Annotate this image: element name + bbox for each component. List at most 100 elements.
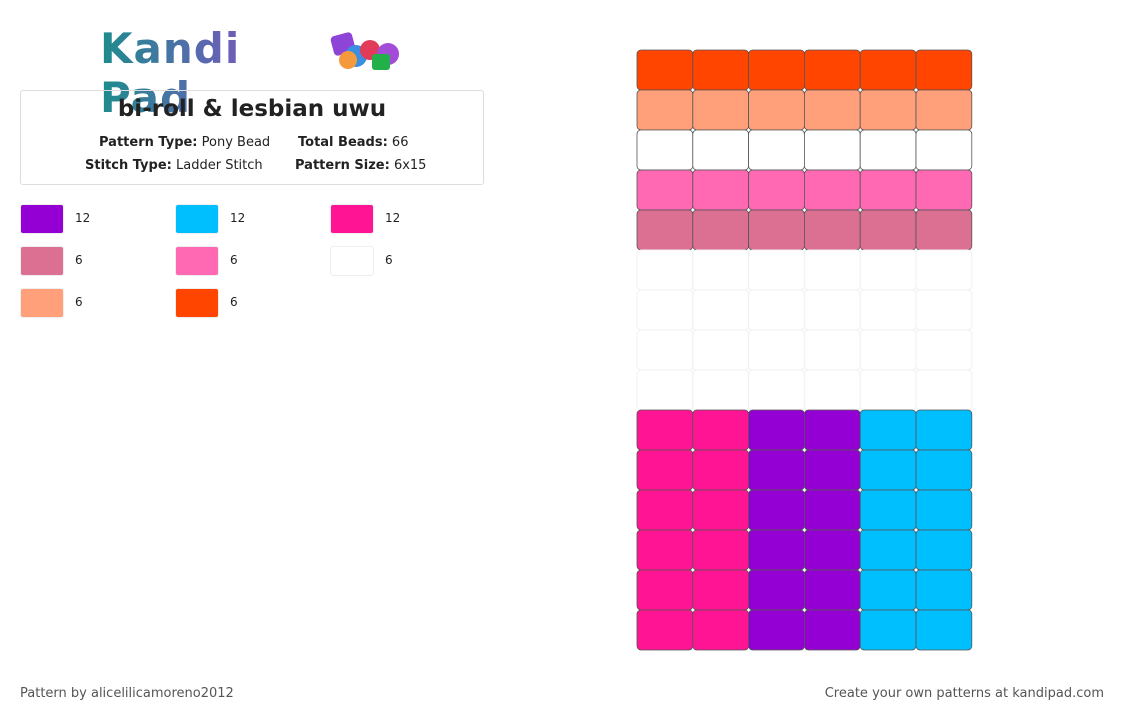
empty-cell <box>803 289 861 331</box>
info-box <box>20 90 484 185</box>
empty-cell <box>915 289 973 331</box>
bead <box>748 209 805 251</box>
bead <box>748 409 805 451</box>
bead-count: 12 <box>75 211 91 225</box>
bead <box>859 529 917 571</box>
bead <box>692 169 749 211</box>
bead <box>859 209 917 251</box>
info-value: 66 <box>391 135 409 150</box>
bead <box>915 89 973 131</box>
info-item: Total Beads: 66 <box>298 135 408 150</box>
bead <box>803 89 861 131</box>
bead <box>748 609 805 651</box>
bead <box>692 489 749 531</box>
empty-cell <box>692 369 750 411</box>
empty-cell <box>803 249 861 291</box>
empty-cell <box>859 329 917 371</box>
bead <box>859 49 917 91</box>
bead <box>915 209 973 251</box>
empty-cell <box>748 289 805 331</box>
bead <box>915 449 973 491</box>
color-swatch <box>20 246 64 276</box>
info-item: Stitch Type: Ladder Stitch <box>85 158 263 173</box>
bead <box>692 609 749 651</box>
bead <box>803 409 861 451</box>
bead <box>803 529 861 571</box>
empty-cell <box>859 289 917 331</box>
bead <box>748 89 805 131</box>
bead <box>859 89 917 131</box>
empty-cell <box>636 289 694 331</box>
color-swatch <box>20 288 64 318</box>
bead-count: 6 <box>75 253 83 267</box>
bead <box>915 409 973 451</box>
bead <box>692 129 749 171</box>
bead <box>692 529 749 571</box>
empty-cell <box>859 369 917 411</box>
bead <box>803 129 861 171</box>
bead <box>748 49 805 91</box>
empty-cell <box>803 369 861 411</box>
info-value: Pony Bead <box>201 135 271 150</box>
info-key: Pattern Type: <box>99 135 198 150</box>
bead <box>859 129 917 171</box>
bead <box>803 609 861 651</box>
bead <box>692 89 749 131</box>
logo: Kandi Pad <box>100 24 320 122</box>
bead <box>748 449 805 491</box>
empty-cell <box>859 249 917 291</box>
empty-cell <box>692 289 750 331</box>
footer-link: Create your own patterns at kandipad.com <box>824 686 1104 701</box>
bead <box>692 569 749 611</box>
empty-cell <box>692 329 750 371</box>
bead-count: 6 <box>75 295 83 309</box>
bead <box>636 409 694 451</box>
bead <box>636 169 694 211</box>
empty-cell <box>915 329 973 371</box>
bead <box>803 209 861 251</box>
bead-count: 12 <box>230 211 246 225</box>
color-swatch <box>20 204 64 234</box>
bead <box>859 449 917 491</box>
bead <box>636 489 694 531</box>
empty-cell <box>636 249 694 291</box>
empty-cell <box>915 369 973 411</box>
bead <box>915 529 973 571</box>
bead <box>859 409 917 451</box>
bead <box>636 449 694 491</box>
info-value: Ladder Stitch <box>176 158 263 173</box>
info-key: Pattern Size: <box>295 158 390 173</box>
bead <box>748 129 805 171</box>
info-item: Pattern Type: Pony Bead <box>99 135 270 150</box>
bead <box>636 569 694 611</box>
color-swatch <box>175 288 219 318</box>
bead <box>859 169 917 211</box>
empty-cell <box>636 369 694 411</box>
bead-count: 6 <box>230 295 238 309</box>
bead <box>859 569 917 611</box>
pattern-title: bi-roll & lesbian uwu <box>117 96 387 122</box>
color-swatch <box>175 204 219 234</box>
bead <box>748 489 805 531</box>
empty-cell <box>748 329 805 371</box>
bead <box>636 129 694 171</box>
bead <box>636 209 694 251</box>
bead <box>636 89 694 131</box>
empty-cell <box>803 329 861 371</box>
bead <box>915 169 973 211</box>
bead-grid <box>636 49 973 651</box>
bead <box>748 169 805 211</box>
bead-count: 6 <box>385 253 393 267</box>
logo-beads <box>330 32 399 70</box>
bead <box>636 529 694 571</box>
bead-count: 12 <box>385 211 401 225</box>
bead <box>803 49 861 91</box>
bead <box>859 609 917 651</box>
bead <box>692 49 749 91</box>
bead <box>692 209 749 251</box>
bead-count: 6 <box>230 253 238 267</box>
info-key: Stitch Type: <box>85 158 172 173</box>
bead <box>803 569 861 611</box>
bead <box>915 569 973 611</box>
